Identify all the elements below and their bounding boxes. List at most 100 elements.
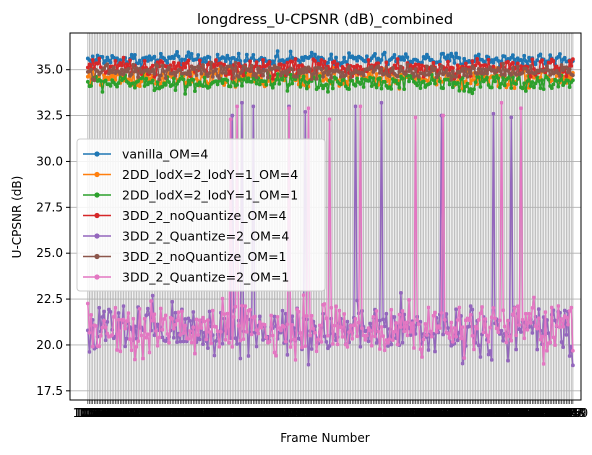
series-point (504, 340, 509, 345)
x-tick-label: 1166 (259, 406, 290, 420)
series-point (570, 363, 575, 368)
series-point (264, 68, 269, 73)
series-point (486, 352, 491, 357)
series-point (254, 328, 259, 332)
x-tick-label: 1295 (468, 406, 499, 420)
series-point (348, 75, 353, 80)
series-point (514, 347, 519, 352)
series-point (502, 73, 507, 78)
x-tick-label: 1325 (517, 406, 548, 420)
series-point (235, 342, 239, 346)
x-tick-label: 1158 (246, 406, 277, 420)
series-point (497, 85, 502, 90)
x-tick-label: 1338 (538, 406, 569, 420)
series-point (499, 72, 504, 77)
series-point (322, 59, 327, 64)
x-tick-label: 1053 (76, 406, 107, 420)
series-point (420, 60, 424, 65)
series-point (196, 53, 201, 57)
series-point (207, 309, 212, 314)
series-point (467, 324, 471, 329)
series-point (241, 77, 246, 82)
series-point (253, 71, 257, 76)
series-point (298, 84, 303, 89)
x-tick-label: 1183 (287, 406, 318, 420)
series-point (351, 323, 356, 328)
series-point (394, 66, 398, 71)
series-point (304, 313, 309, 318)
series-point (186, 58, 191, 63)
series-point (319, 58, 324, 62)
series-point (535, 58, 540, 63)
x-tick-label: 1139 (215, 406, 246, 420)
series-point (400, 55, 405, 59)
series-point (499, 328, 504, 333)
series-point (270, 85, 275, 90)
legend-swatch-marker (94, 192, 100, 198)
series-point (298, 331, 303, 335)
series-point (403, 320, 408, 325)
legend-entry: 3DD_2_Quantize=2_OM=4 (122, 229, 289, 244)
series-point (536, 316, 541, 321)
series-point (205, 74, 210, 79)
x-tick-label: 1213 (335, 406, 366, 420)
series-point (329, 52, 334, 57)
x-ticks: 1051105210531054105510561057105810591060… (73, 400, 588, 420)
series-point (236, 51, 241, 56)
series-point (355, 76, 360, 81)
series-point (545, 64, 549, 69)
series-point (543, 310, 548, 315)
series-point (92, 78, 97, 83)
series-point (558, 325, 562, 330)
series-point (128, 337, 132, 342)
series-point (170, 316, 175, 321)
series-point (321, 74, 325, 79)
x-tick-label: 1326 (519, 406, 550, 420)
x-tick-label: 1225 (355, 406, 386, 420)
x-tick-label: 1218 (343, 406, 374, 420)
x-tick-label: 1289 (459, 406, 490, 420)
series-point (384, 311, 389, 316)
x-tick-label: 1105 (160, 406, 191, 420)
x-tick-label: 1246 (389, 406, 420, 420)
series-point (499, 100, 504, 105)
series-point (355, 298, 360, 303)
series-point (218, 64, 223, 69)
series-point (150, 293, 155, 298)
series-point (540, 78, 544, 83)
x-tick-label: 1060 (87, 406, 118, 420)
series-point (485, 75, 489, 80)
series-point (358, 344, 363, 349)
series-point (369, 343, 374, 348)
series-point (472, 347, 476, 352)
x-tick-label: 1068 (100, 406, 131, 420)
x-tick-label: 1085 (128, 406, 159, 420)
series-point (382, 50, 387, 55)
series-point (486, 339, 491, 344)
series-point (222, 62, 227, 67)
series-point (220, 81, 225, 86)
series-point (105, 319, 110, 324)
series-point (519, 58, 523, 62)
series-point (313, 52, 317, 57)
series-point (420, 63, 424, 68)
x-tick-label: 1091 (137, 406, 168, 420)
series-point (129, 72, 134, 77)
series-point (475, 56, 480, 61)
series-point (95, 61, 100, 66)
series-point (98, 70, 103, 75)
series-point (278, 328, 283, 333)
series-point (214, 79, 218, 84)
series-point (249, 63, 254, 68)
series-point (371, 76, 376, 81)
series-point (400, 309, 405, 313)
series-point (488, 65, 493, 70)
series-point (502, 83, 507, 88)
x-tick-label: 1174 (272, 406, 303, 420)
x-tick-label: 1069 (102, 406, 133, 420)
series-point (324, 339, 329, 344)
x-tick-label: 1223 (352, 406, 383, 420)
series-point (238, 338, 243, 343)
series-point (491, 68, 496, 72)
series-point (176, 61, 181, 66)
